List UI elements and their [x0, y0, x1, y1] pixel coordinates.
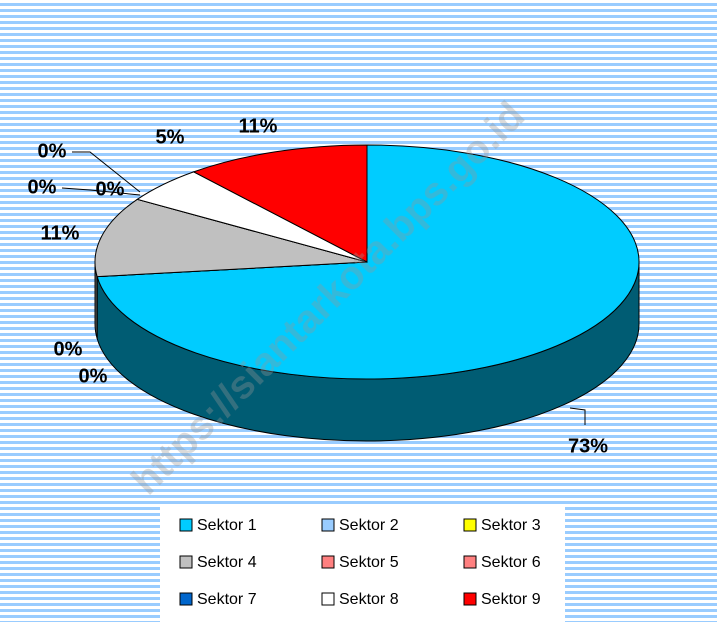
leader-line	[569, 407, 586, 425]
legend-label: Sektor 2	[339, 517, 399, 534]
legend-swatch	[321, 592, 335, 606]
legend-swatch	[463, 555, 477, 569]
legend-label: Sektor 5	[339, 554, 399, 571]
legend-swatch	[179, 518, 193, 532]
legend-label: Sektor 6	[481, 554, 541, 571]
legend-swatch	[463, 518, 477, 532]
data-label: 0%	[54, 338, 83, 360]
slice	[192, 144, 368, 263]
legend-swatch	[463, 592, 477, 606]
legend-label: Sektor 1	[197, 517, 257, 534]
legend-swatch	[321, 555, 335, 569]
legend-box	[160, 505, 565, 622]
leader-line	[72, 151, 141, 193]
legend-swatch	[321, 518, 335, 532]
data-label: 11%	[239, 115, 278, 137]
data-label: 0%	[28, 176, 57, 198]
pie	[94, 144, 640, 442]
slice	[96, 144, 640, 380]
data-label: 0%	[79, 365, 108, 387]
legend-label: Sektor 9	[481, 591, 541, 608]
data-label: 0%	[96, 178, 125, 200]
slice	[94, 198, 368, 278]
legend-label: Sektor 7	[197, 591, 257, 608]
data-label: 5%	[156, 126, 185, 148]
legend-swatch	[179, 555, 193, 569]
data-label: 0%	[38, 140, 67, 162]
data-label: 73%	[568, 435, 608, 457]
data-label: 11%	[41, 222, 80, 244]
leader-line	[61, 187, 141, 196]
legend-label: Sektor 8	[339, 591, 399, 608]
legend-label: Sektor 3	[481, 517, 541, 534]
legend-label: Sektor 4	[197, 554, 257, 571]
legend-swatch	[179, 592, 193, 606]
